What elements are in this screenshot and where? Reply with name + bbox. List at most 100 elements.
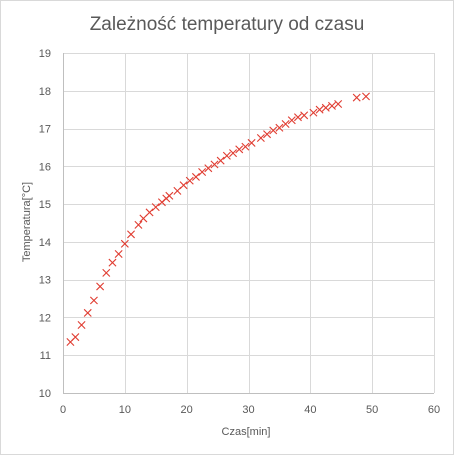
data-point-marker	[222, 151, 231, 160]
marker-stroke	[151, 203, 160, 212]
marker-stroke	[241, 142, 250, 151]
chart-title: Zależność temperatury od czasu	[90, 14, 365, 35]
y-tick-label: 17	[39, 124, 51, 136]
data-point-marker	[185, 176, 194, 185]
marker-stroke	[191, 172, 200, 181]
data-point-marker	[89, 296, 98, 305]
marker-stroke	[120, 239, 129, 248]
data-point-marker	[114, 249, 123, 258]
data-point-marker	[165, 191, 174, 200]
data-point-marker	[77, 321, 86, 329]
data-point-marker	[83, 308, 92, 317]
axis-layer	[63, 53, 434, 394]
marker-stroke	[127, 230, 136, 239]
data-point-marker	[361, 92, 370, 101]
x-tick-label: 40	[304, 404, 316, 416]
data-point-marker	[229, 149, 238, 158]
data-point-marker	[210, 160, 219, 169]
marker-stroke	[108, 258, 117, 267]
y-tick-label: 18	[39, 86, 51, 98]
data-point-marker	[263, 130, 272, 139]
marker-stroke	[281, 120, 290, 129]
marker-stroke	[334, 100, 343, 108]
data-point-marker	[321, 103, 330, 112]
marker-stroke	[293, 113, 302, 122]
data-point-marker	[134, 220, 143, 229]
data-point-marker	[352, 93, 361, 102]
marker-stroke	[300, 111, 309, 120]
marker-layer	[66, 92, 370, 346]
grid-layer	[63, 53, 435, 393]
marker-stroke	[204, 164, 213, 173]
marker-stroke	[77, 321, 86, 329]
data-point-marker	[151, 203, 160, 212]
data-point-marker	[198, 168, 207, 176]
y-tick-label: 15	[39, 199, 51, 211]
marker-stroke	[263, 130, 272, 139]
marker-stroke	[216, 156, 225, 165]
marker-stroke	[327, 101, 336, 110]
marker-stroke	[275, 123, 284, 132]
y-tick-label: 14	[39, 237, 51, 249]
marker-stroke	[114, 249, 123, 258]
data-point-marker	[71, 333, 80, 342]
data-point-marker	[191, 172, 200, 181]
x-tick-label: 10	[119, 404, 131, 416]
data-point-marker	[256, 134, 265, 142]
y-tick-label: 11	[40, 350, 51, 362]
marker-stroke	[145, 208, 154, 217]
marker-stroke	[134, 220, 143, 229]
marker-stroke	[361, 92, 370, 101]
marker-stroke	[71, 333, 80, 342]
marker-stroke	[139, 214, 148, 223]
y-tick-label: 10	[39, 388, 51, 400]
marker-stroke	[198, 168, 207, 176]
marker-stroke	[185, 176, 194, 185]
data-point-marker	[275, 123, 284, 132]
marker-stroke	[315, 105, 324, 114]
x-axis-title: Czas[min]	[222, 426, 271, 438]
marker-stroke	[89, 296, 98, 305]
marker-stroke	[222, 151, 231, 160]
marker-stroke	[165, 191, 174, 200]
data-point-marker	[145, 208, 154, 217]
x-tick-label: 60	[428, 404, 440, 416]
tick-layer: 0 10 20 30 40 50 60 10 11 12 13 14 15 16 17 18 19	[39, 48, 440, 416]
marker-stroke	[83, 308, 92, 317]
data-point-marker	[108, 258, 117, 267]
data-point-marker	[204, 164, 213, 173]
data-point-marker	[287, 116, 296, 125]
data-point-marker	[300, 111, 309, 120]
y-tick-label: 13	[39, 275, 51, 287]
data-point-marker	[139, 214, 148, 223]
data-point-marker	[315, 105, 324, 114]
data-point-marker	[247, 138, 256, 147]
data-point-marker	[179, 181, 188, 190]
marker-stroke	[235, 145, 244, 154]
data-point-marker	[102, 268, 111, 277]
x-tick-label: 50	[366, 404, 378, 416]
x-tick-label: 0	[60, 404, 66, 416]
marker-stroke	[352, 93, 361, 102]
marker-stroke	[96, 282, 105, 291]
y-tick-label: 12	[39, 312, 51, 324]
data-point-marker	[235, 145, 244, 154]
marker-stroke	[256, 134, 265, 142]
data-point-marker	[127, 230, 136, 239]
x-tick-label: 20	[181, 404, 193, 416]
data-point-marker	[281, 120, 290, 129]
data-point-marker	[269, 126, 278, 135]
marker-stroke	[309, 108, 318, 117]
marker-stroke	[179, 181, 188, 190]
marker-stroke	[210, 160, 219, 169]
data-point-marker	[216, 156, 225, 165]
data-point-marker	[334, 100, 343, 108]
y-tick-label: 16	[39, 161, 51, 173]
data-point-marker	[241, 142, 250, 151]
x-tick-label: 30	[242, 404, 254, 416]
data-point-marker	[96, 282, 105, 291]
y-axis-title: Temperatura[°C]	[21, 182, 33, 262]
marker-stroke	[321, 103, 330, 112]
